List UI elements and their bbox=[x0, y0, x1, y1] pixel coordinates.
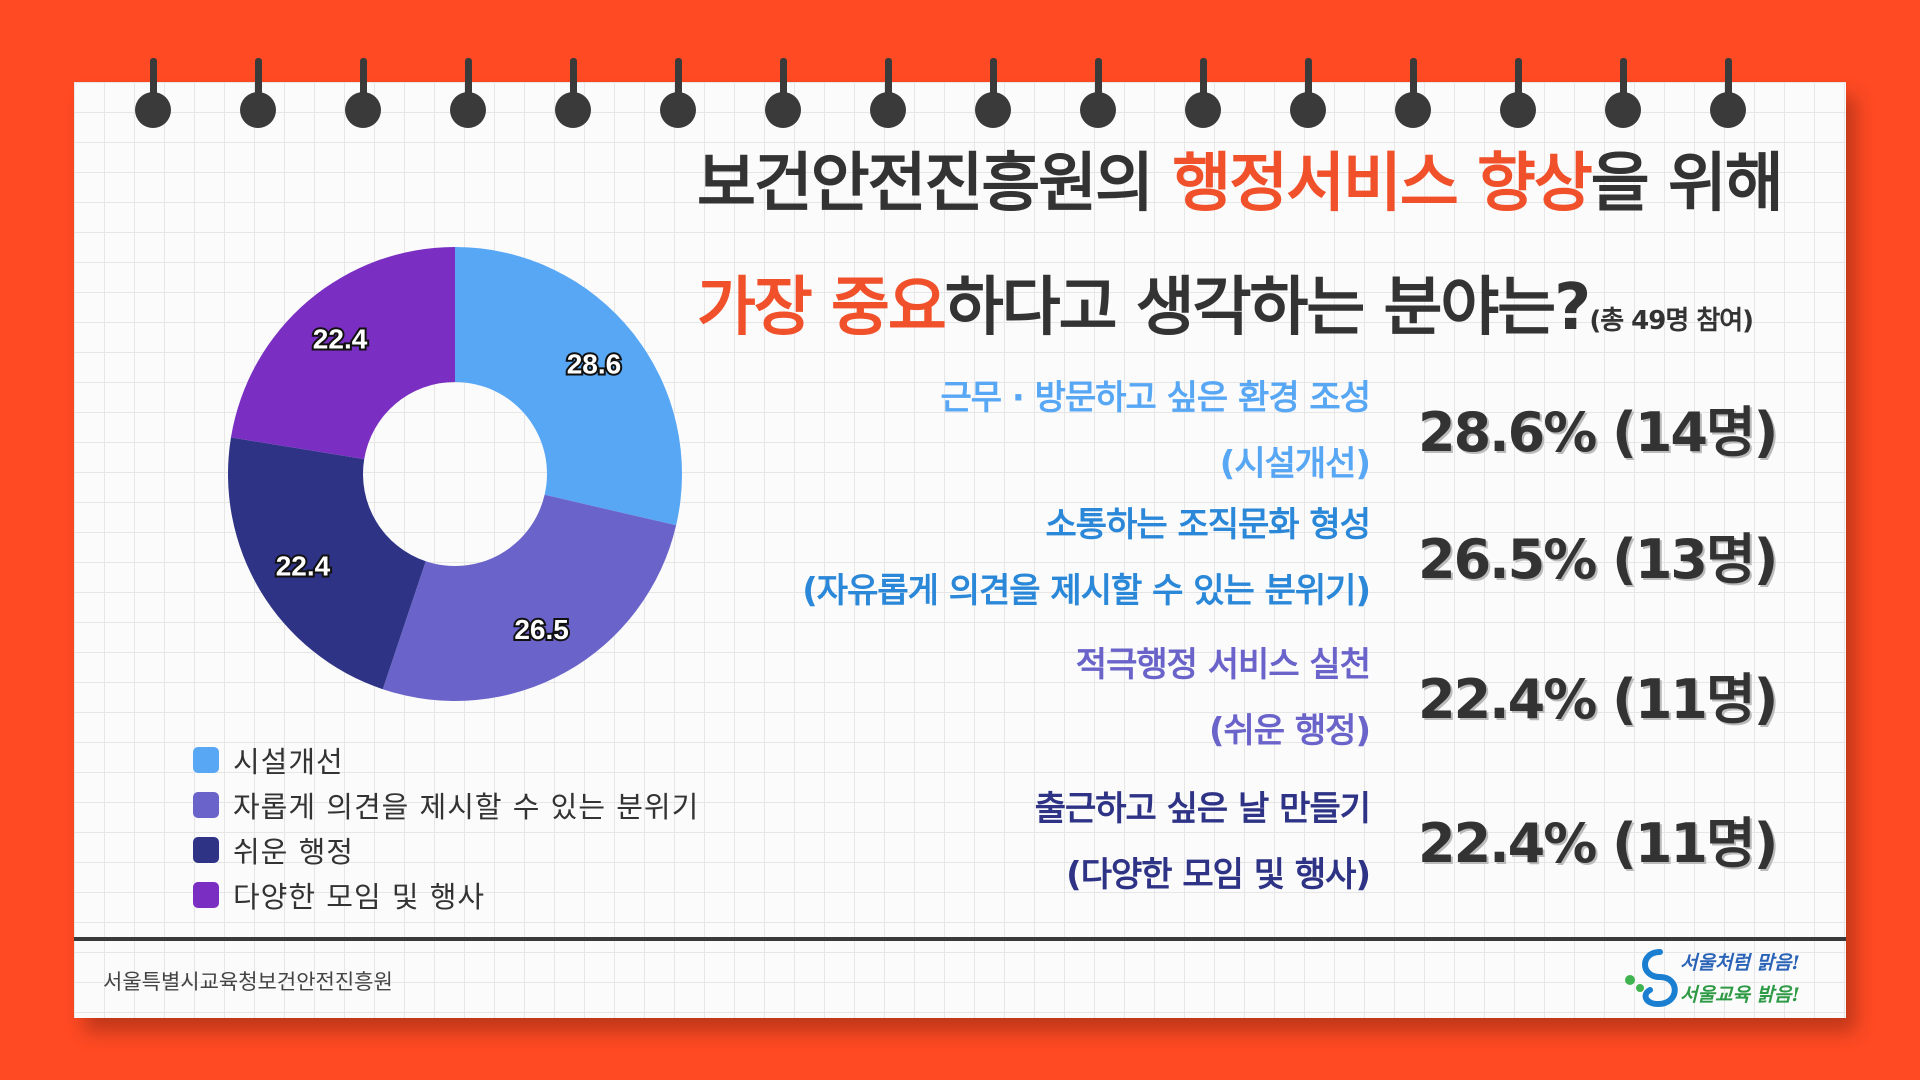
legend-label: 시설개선 bbox=[233, 744, 344, 779]
donut-data-label: 26.5 bbox=[514, 614, 569, 645]
title-text: 보건안전진흥원의 bbox=[697, 147, 1173, 221]
footer-divider bbox=[74, 937, 1846, 941]
legend-item: 다양한 모임 및 행사 bbox=[193, 872, 699, 917]
donut-data-label: 28.6 bbox=[567, 349, 622, 380]
donut-slice bbox=[382, 494, 677, 701]
donut-slice bbox=[227, 437, 426, 690]
category-subtitle: (자유롭게 의견을 제시할 수 있는 분위기) bbox=[802, 571, 1371, 611]
legend-label: 다양한 모임 및 행사 bbox=[233, 879, 486, 914]
category-title: 소통하는 조직문화 형성 bbox=[1045, 505, 1371, 545]
title-highlight: 가장 중요 bbox=[697, 271, 947, 345]
category-title: 출근하고 싶은 날 만들기 bbox=[1034, 789, 1371, 829]
legend-item: 시설개선 bbox=[193, 737, 699, 782]
category-subtitle: (시설개선) bbox=[1219, 444, 1371, 484]
donut-chart: 28.6 26.5 22.4 22.4 bbox=[227, 247, 682, 701]
title-line-2: 가장 중요하다고 생각하는 분야는?(총 49명 참여) bbox=[697, 256, 1754, 348]
title-text: 을 위해 bbox=[1590, 147, 1784, 221]
paper-background bbox=[74, 82, 1846, 1018]
logo-line-2: 서울교육 밝음! bbox=[1680, 984, 1800, 1006]
title-highlight: 행정서비스 향상 bbox=[1172, 147, 1592, 221]
category-percentage: 22.4% (11명) bbox=[1418, 812, 1778, 875]
legend-item: 쉬운 행정 bbox=[193, 827, 699, 872]
participant-note: (총 49명 참여) bbox=[1589, 306, 1754, 336]
category-percentage: 22.4% (11명) bbox=[1418, 668, 1778, 731]
legend-swatch bbox=[193, 746, 219, 773]
seoul-education-logo: 서울처럼 맑음! 서울교육 밝음! bbox=[1620, 942, 1842, 1014]
category-percentage: 26.5% (13명) bbox=[1418, 528, 1778, 591]
legend-label: 자롭게 의견을 제시할 수 있는 분위기 bbox=[233, 789, 700, 824]
category-subtitle: (다양한 모임 및 행사) bbox=[1066, 855, 1371, 895]
legend-swatch bbox=[193, 881, 219, 908]
donut-slice bbox=[230, 247, 455, 460]
legend-swatch bbox=[193, 836, 219, 863]
legend-label: 쉬운 행정 bbox=[233, 834, 354, 869]
category-subtitle: (쉬운 행정) bbox=[1208, 711, 1371, 751]
legend-item: 자롭게 의견을 제시할 수 있는 분위기 bbox=[193, 782, 699, 827]
category-percentage: 28.6% (14명) bbox=[1418, 401, 1778, 464]
category-title: 근무 · 방문하고 싶은 환경 조성 bbox=[940, 378, 1371, 418]
donut-data-label: 22.4 bbox=[313, 324, 368, 355]
category-title: 적극행정 서비스 실천 bbox=[1075, 645, 1371, 685]
footer-org: 서울특별시교육청보건안전진흥원 bbox=[103, 970, 393, 994]
legend-swatch bbox=[193, 791, 219, 818]
title-text: 하다고 생각하는 분야는? bbox=[944, 271, 1591, 345]
logo-line-1: 서울처럼 맑음! bbox=[1680, 952, 1800, 974]
logo-emblem-icon bbox=[1625, 949, 1678, 1008]
title-line-1: 보건안전진흥원의 행정서비스 향상을 위해 bbox=[697, 132, 1784, 224]
donut-data-label: 22.4 bbox=[276, 551, 331, 582]
donut-slice bbox=[455, 247, 682, 526]
